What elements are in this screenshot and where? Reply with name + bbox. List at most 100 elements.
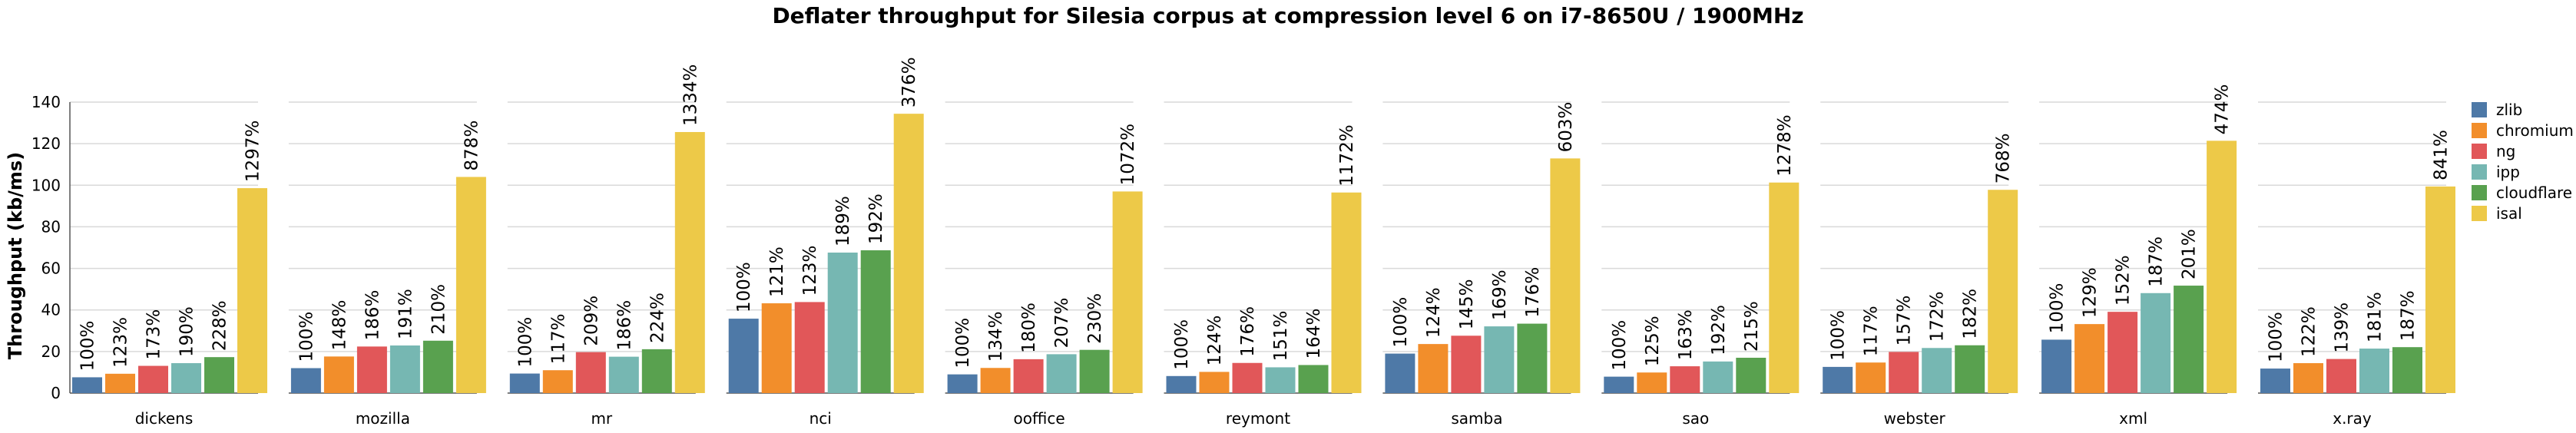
- bar-cloudflare-mr: [641, 349, 672, 393]
- bar-ng-ooffice: [1013, 359, 1044, 393]
- bar-chromium-mozilla: [323, 356, 354, 393]
- legend: zlib chromium ng ipp cloudflare isal: [2472, 101, 2574, 223]
- data-label: 164%: [1304, 309, 1324, 359]
- data-label: 841%: [2432, 130, 2452, 180]
- bar-zlib-webster: [1823, 366, 1853, 393]
- category-label: sao: [1682, 409, 1709, 428]
- legend-label: ng: [2496, 142, 2515, 160]
- facet-x-ray: 100% 122% 139% 181% 187% 841% x.ray: [2258, 101, 2455, 428]
- data-label: 210%: [429, 284, 449, 335]
- bar-chromium-nci: [761, 303, 792, 393]
- bar-cloudflare-dickens: [204, 357, 234, 393]
- data-label: 603%: [1556, 102, 1576, 153]
- data-label: 100%: [953, 318, 973, 369]
- data-label: 1297%: [243, 121, 263, 182]
- facet-nci: 100% 121% 123% 189% 192% 376% nci: [726, 57, 924, 428]
- bar-zlib-xml: [2041, 339, 2072, 393]
- bar-isal-xml: [2207, 140, 2237, 394]
- facet-ooffice: 100% 134% 180% 207% 230% 1072% ooffice: [945, 101, 1143, 428]
- category-label: xml: [2119, 409, 2147, 428]
- bar-ipp-mozilla: [389, 345, 420, 393]
- data-label: 172%: [1928, 291, 1948, 342]
- data-label: 121%: [767, 246, 787, 297]
- bar-ng-sao: [1670, 366, 1700, 393]
- bar-isal-mozilla: [455, 177, 486, 393]
- data-label: 190%: [177, 306, 197, 357]
- bar-ng-dickens: [138, 365, 168, 393]
- bar-zlib-dickens: [72, 377, 102, 393]
- y-tick-label: 100: [31, 176, 61, 194]
- data-label: 192%: [1709, 305, 1729, 355]
- bar-chromium-dickens: [105, 373, 135, 393]
- data-label: 157%: [1895, 296, 1915, 346]
- data-label: 123%: [111, 317, 131, 368]
- data-label: 474%: [2213, 84, 2233, 135]
- chart-title: Deflater throughput for Silesia corpus a…: [772, 3, 1803, 28]
- data-label: 100%: [1610, 320, 1630, 371]
- bar-isal-x.ray: [2425, 186, 2455, 393]
- data-label: 100%: [2048, 283, 2068, 334]
- data-label: 129%: [2081, 267, 2101, 318]
- legend-swatch-chromium: [2472, 123, 2487, 138]
- bar-ipp-sao: [1703, 361, 1733, 393]
- data-label: 124%: [1205, 316, 1225, 366]
- bar-ng-reymont: [1232, 362, 1263, 393]
- data-label: 1334%: [680, 64, 700, 126]
- legend-label: ipp: [2496, 163, 2520, 181]
- data-label: 100%: [1391, 297, 1411, 348]
- category-label: nci: [810, 409, 832, 428]
- legend-swatch-isal: [2472, 206, 2487, 221]
- data-label: 189%: [833, 196, 853, 246]
- data-label: 134%: [986, 311, 1006, 362]
- y-tick-label: 60: [41, 259, 61, 278]
- bar-ipp-dickens: [171, 363, 201, 393]
- data-label: 100%: [78, 321, 98, 372]
- data-label: 207%: [1052, 298, 1072, 349]
- data-label: 100%: [2266, 312, 2286, 362]
- data-label: 173%: [144, 309, 164, 360]
- bar-ng-mozilla: [356, 346, 387, 393]
- category-label: ooffice: [1014, 409, 1065, 428]
- category-label: mr: [591, 409, 612, 428]
- bar-chromium-xml: [2074, 324, 2105, 393]
- data-label: 192%: [866, 193, 886, 244]
- facet-mozilla: 100% 148% 186% 191% 210% 878% mozilla: [288, 101, 486, 428]
- data-label: 148%: [329, 300, 349, 351]
- data-label: 139%: [2333, 302, 2353, 353]
- bar-ng-nci: [794, 302, 825, 393]
- bar-chromium-samba: [1418, 344, 1449, 393]
- bar-cloudflare-samba: [1517, 323, 1548, 393]
- y-tick-label: 140: [31, 93, 61, 111]
- data-label: 187%: [2399, 290, 2419, 341]
- legend-label: cloudflare: [2496, 183, 2572, 202]
- legend-label: zlib: [2496, 101, 2522, 119]
- data-label: 186%: [363, 290, 382, 341]
- facet-webster: 100% 117% 157% 172% 182% 768% webster: [1820, 101, 2018, 428]
- bar-isal-reymont: [1331, 192, 1362, 393]
- legend-swatch-cloudflare: [2472, 185, 2487, 200]
- bar-chromium-mr: [542, 370, 573, 393]
- bar-ipp-webster: [1922, 348, 1952, 393]
- bar-ipp-mr: [608, 356, 639, 393]
- data-label: 228%: [210, 300, 230, 351]
- data-label: 230%: [1085, 293, 1105, 344]
- legend-swatch-ipp: [2472, 164, 2487, 180]
- data-label: 768%: [1994, 133, 2014, 183]
- y-axis-label: Throughput (kb/ms): [5, 152, 26, 359]
- facet-reymont: 100% 124% 176% 151% 164% 1172% reymont: [1164, 101, 1362, 428]
- bar-isal-samba: [1550, 158, 1581, 393]
- bar-ng-mr: [575, 352, 606, 393]
- bar-isal-webster: [1988, 190, 2018, 393]
- facet-dickens: 100% 123% 173% 190% 228% 1297% dickens: [69, 101, 267, 428]
- legend-swatch-zlib: [2472, 102, 2487, 117]
- data-label: 145%: [1457, 279, 1477, 330]
- category-label: x.ray: [2333, 409, 2372, 428]
- facet-sao: 100% 125% 163% 192% 215% 1278% sao: [1601, 101, 1800, 428]
- data-label: 376%: [899, 57, 919, 107]
- data-label: 181%: [2366, 292, 2386, 342]
- category-label: samba: [1451, 409, 1502, 428]
- data-label: 191%: [396, 289, 416, 339]
- facet-mr: 100% 117% 209% 186% 224% 1334% mr: [507, 64, 705, 428]
- data-label: 117%: [1862, 306, 1882, 356]
